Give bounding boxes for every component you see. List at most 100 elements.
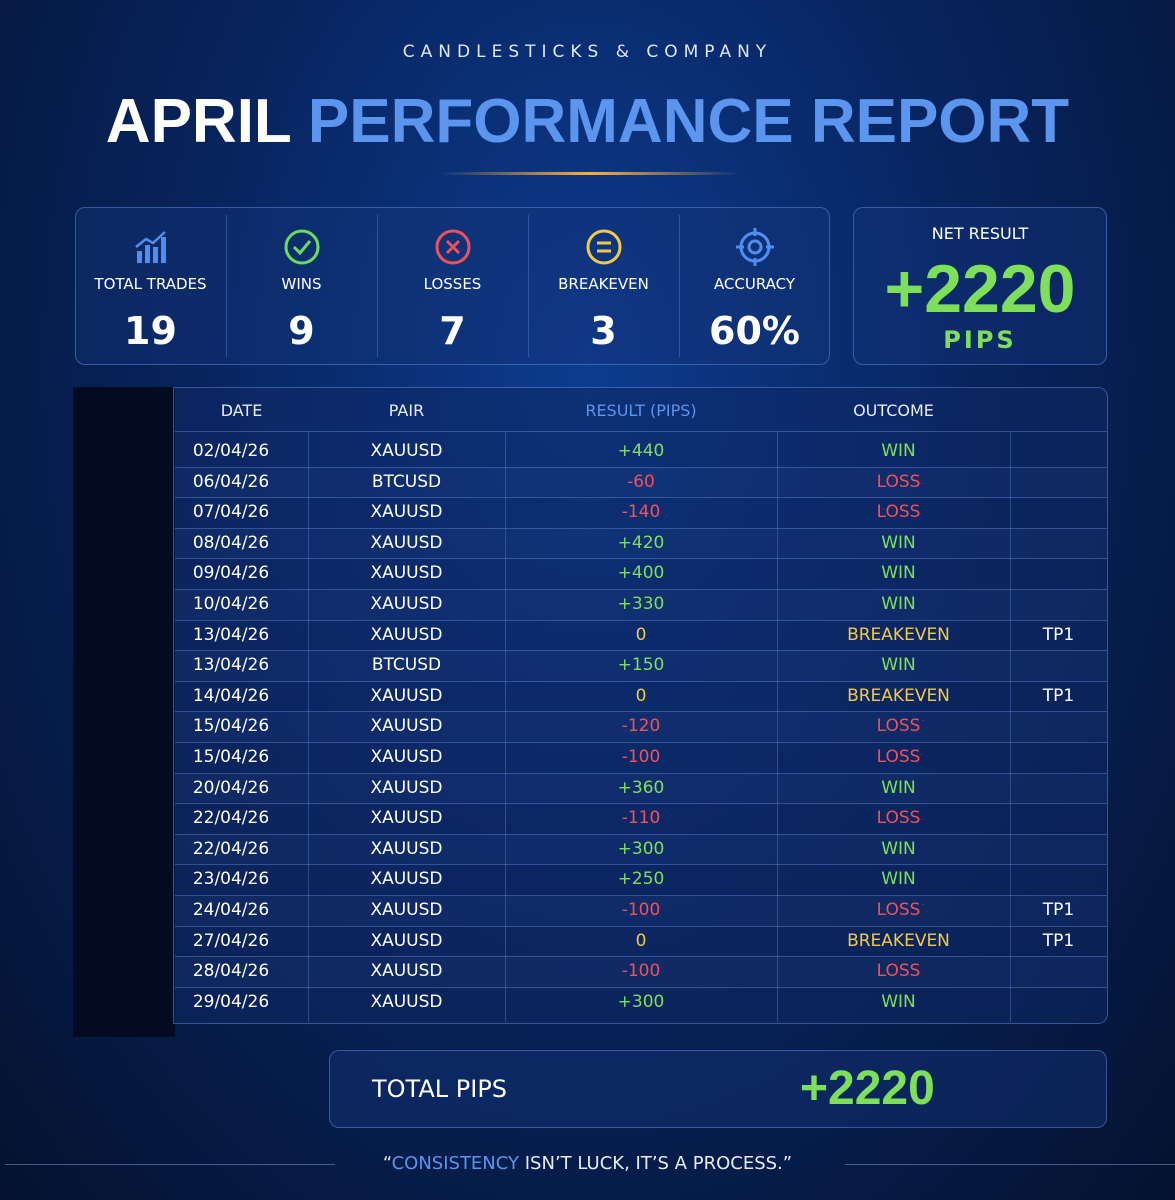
shadow-strip: [73, 387, 175, 1037]
stat-icon: [284, 229, 320, 265]
stat-label: BREAKEVEN: [558, 275, 649, 293]
row-line: [175, 711, 1107, 713]
result-cell: -120: [621, 716, 661, 737]
outcome-cell: LOSS: [876, 502, 921, 523]
stat-separator: [377, 215, 378, 357]
column-header: DATE: [220, 401, 263, 420]
stat-icon: [135, 231, 166, 263]
column-header: PAIR: [388, 401, 425, 420]
stat: WINS 9: [226, 207, 377, 365]
date-cell: 22/04/26: [192, 808, 270, 829]
quote-line: [5, 1164, 335, 1165]
row-band: [175, 466, 1107, 498]
outcome-cell: WIN: [881, 441, 916, 461]
date-cell: 23/04/26: [192, 869, 270, 890]
row-line: [175, 619, 1107, 621]
result-cell: +440: [617, 441, 665, 461]
result-cell: -140: [621, 502, 661, 523]
stat-icon: [586, 229, 622, 265]
pair-cell: XAUUSD: [370, 441, 443, 461]
title: APRIL PERFORMANCE REPORT: [0, 86, 1175, 157]
row-line: [175, 742, 1107, 743]
pair-cell: XAUUSD: [370, 747, 443, 767]
outcome-cell: WIN: [881, 991, 916, 1012]
date-cell: 22/04/26: [192, 838, 270, 859]
outcome-cell: LOSS: [876, 716, 921, 737]
stat-icon: [736, 228, 774, 266]
quote-open: “: [382, 1153, 392, 1174]
result-cell: +300: [617, 991, 665, 1012]
stat-separator: [528, 215, 529, 357]
result-cell: -100: [621, 900, 661, 920]
date-cell: 06/04/26: [192, 471, 270, 492]
pair-cell: XAUUSD: [370, 563, 443, 584]
stat-label: LOSSES: [423, 275, 482, 293]
row-line: [175, 589, 1107, 590]
result-cell: -100: [621, 747, 661, 767]
pair-cell: XAUUSD: [370, 624, 443, 645]
date-cell: 28/04/26: [192, 961, 270, 982]
date-cell: 20/04/26: [192, 777, 270, 798]
row-line: [175, 650, 1107, 652]
trades-table: [173, 387, 1108, 1024]
stat-icon: [435, 229, 471, 265]
net-unit: PIPS: [943, 326, 1017, 354]
result-cell: +250: [617, 869, 665, 890]
row-line: [175, 466, 1107, 468]
outcome-cell: WIN: [881, 838, 916, 859]
outcome-cell: WIN: [881, 869, 916, 890]
pair-cell: XAUUSD: [370, 808, 443, 829]
row-band: [175, 589, 1107, 620]
result-cell: +400: [617, 563, 665, 584]
date-cell: 10/04/26: [192, 594, 270, 614]
result-cell: +150: [617, 655, 665, 676]
quote-line: [845, 1164, 1175, 1165]
date-cell: 07/04/26: [192, 502, 270, 523]
row-band: [175, 956, 1107, 987]
date-cell: 09/04/26: [192, 563, 270, 584]
stat: ACCURACY 60%: [679, 207, 830, 365]
stat-value: 7: [439, 309, 466, 353]
stat: LOSSES 7: [377, 207, 528, 365]
divider-glow: [440, 172, 740, 175]
outcome-cell: LOSS: [876, 471, 921, 492]
row-line: [175, 558, 1107, 560]
stat-value: 60%: [709, 309, 800, 353]
stats-panel: [75, 207, 830, 365]
pair-cell: XAUUSD: [370, 869, 443, 890]
date-cell: 29/04/26: [192, 991, 270, 1012]
pair-cell: BTCUSD: [371, 471, 442, 492]
pair-cell: XAUUSD: [370, 930, 443, 951]
outcome-cell: WIN: [881, 777, 916, 798]
stat: TOTAL TRADES 19: [75, 207, 226, 365]
result-cell: +360: [617, 777, 665, 798]
result-cell: +300: [617, 838, 665, 859]
outcome-cell: WIN: [881, 594, 916, 614]
result-cell: -100: [621, 961, 661, 982]
column-line: [1010, 432, 1011, 1022]
row-line: [175, 772, 1107, 774]
column-header: RESULT (PIPS): [585, 401, 697, 420]
outcome-cell: LOSS: [876, 961, 921, 982]
total-label: TOTAL PIPS: [372, 1075, 508, 1103]
row-band: [175, 650, 1107, 681]
date-cell: 14/04/26: [192, 685, 270, 706]
stat-separator: [226, 215, 227, 357]
column-header: OUTCOME: [853, 401, 934, 420]
pair-cell: BTCUSD: [371, 655, 442, 676]
quote-rest: ISN’T LUCK, IT’S A PROCESS.”: [519, 1153, 793, 1174]
brand: CANDLESTICKS & COMPANY: [402, 42, 773, 62]
pair-cell: XAUUSD: [370, 961, 443, 982]
note-cell: TP1: [1042, 685, 1075, 706]
row-band: [175, 895, 1107, 926]
column-line: [505, 432, 506, 1022]
result-cell: 0: [635, 930, 647, 951]
row-band: [175, 833, 1107, 865]
date-cell: 15/04/26: [192, 716, 270, 737]
title-white: APRIL: [105, 87, 291, 156]
net-value: +2220: [884, 251, 1076, 327]
date-cell: 08/04/26: [192, 532, 270, 553]
stat-label: WINS: [281, 275, 322, 293]
row-line: [175, 925, 1107, 927]
